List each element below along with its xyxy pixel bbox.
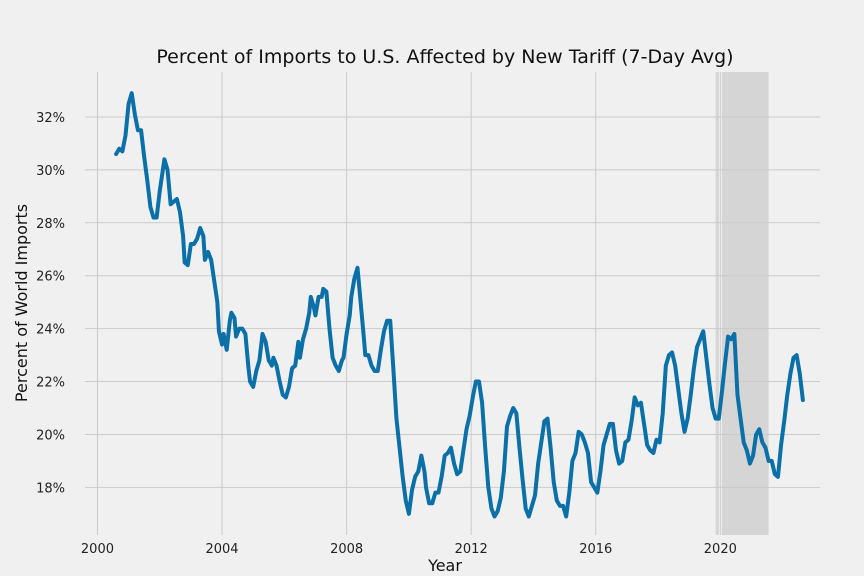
y-tick-label: 32% bbox=[36, 111, 65, 126]
y-axis-label: Percent of World Imports bbox=[12, 204, 31, 402]
y-axis-ticks: 18% 20% 22% 24% 26% 28% 30% 32% bbox=[36, 111, 65, 496]
series-layer bbox=[114, 91, 805, 519]
y-tick-label: 18% bbox=[36, 481, 65, 496]
x-tick-label: 2004 bbox=[205, 542, 238, 557]
x-tick-label: 2012 bbox=[455, 542, 488, 557]
x-tick-label: 2000 bbox=[81, 542, 114, 557]
x-axis-ticks: 2000 2004 2008 2012 2016 2020 bbox=[81, 542, 737, 557]
y-tick-label: 26% bbox=[36, 270, 65, 285]
series-line bbox=[114, 91, 805, 519]
y-tick-label: 24% bbox=[36, 323, 65, 338]
y-tick-label: 20% bbox=[36, 428, 65, 443]
y-tick-label: 28% bbox=[36, 217, 65, 232]
x-axis-label: Year bbox=[427, 556, 462, 575]
shaded-period bbox=[715, 72, 769, 535]
shaded-period-layer bbox=[715, 72, 769, 535]
x-tick-label: 2008 bbox=[330, 542, 363, 557]
x-tick-label: 2016 bbox=[579, 542, 612, 557]
chart-title: Percent of Imports to U.S. Affected by N… bbox=[156, 46, 733, 68]
x-tick-label: 2020 bbox=[704, 542, 737, 557]
y-tick-label: 22% bbox=[36, 376, 65, 391]
y-tick-label: 30% bbox=[36, 164, 65, 179]
grid-lines bbox=[85, 72, 820, 535]
